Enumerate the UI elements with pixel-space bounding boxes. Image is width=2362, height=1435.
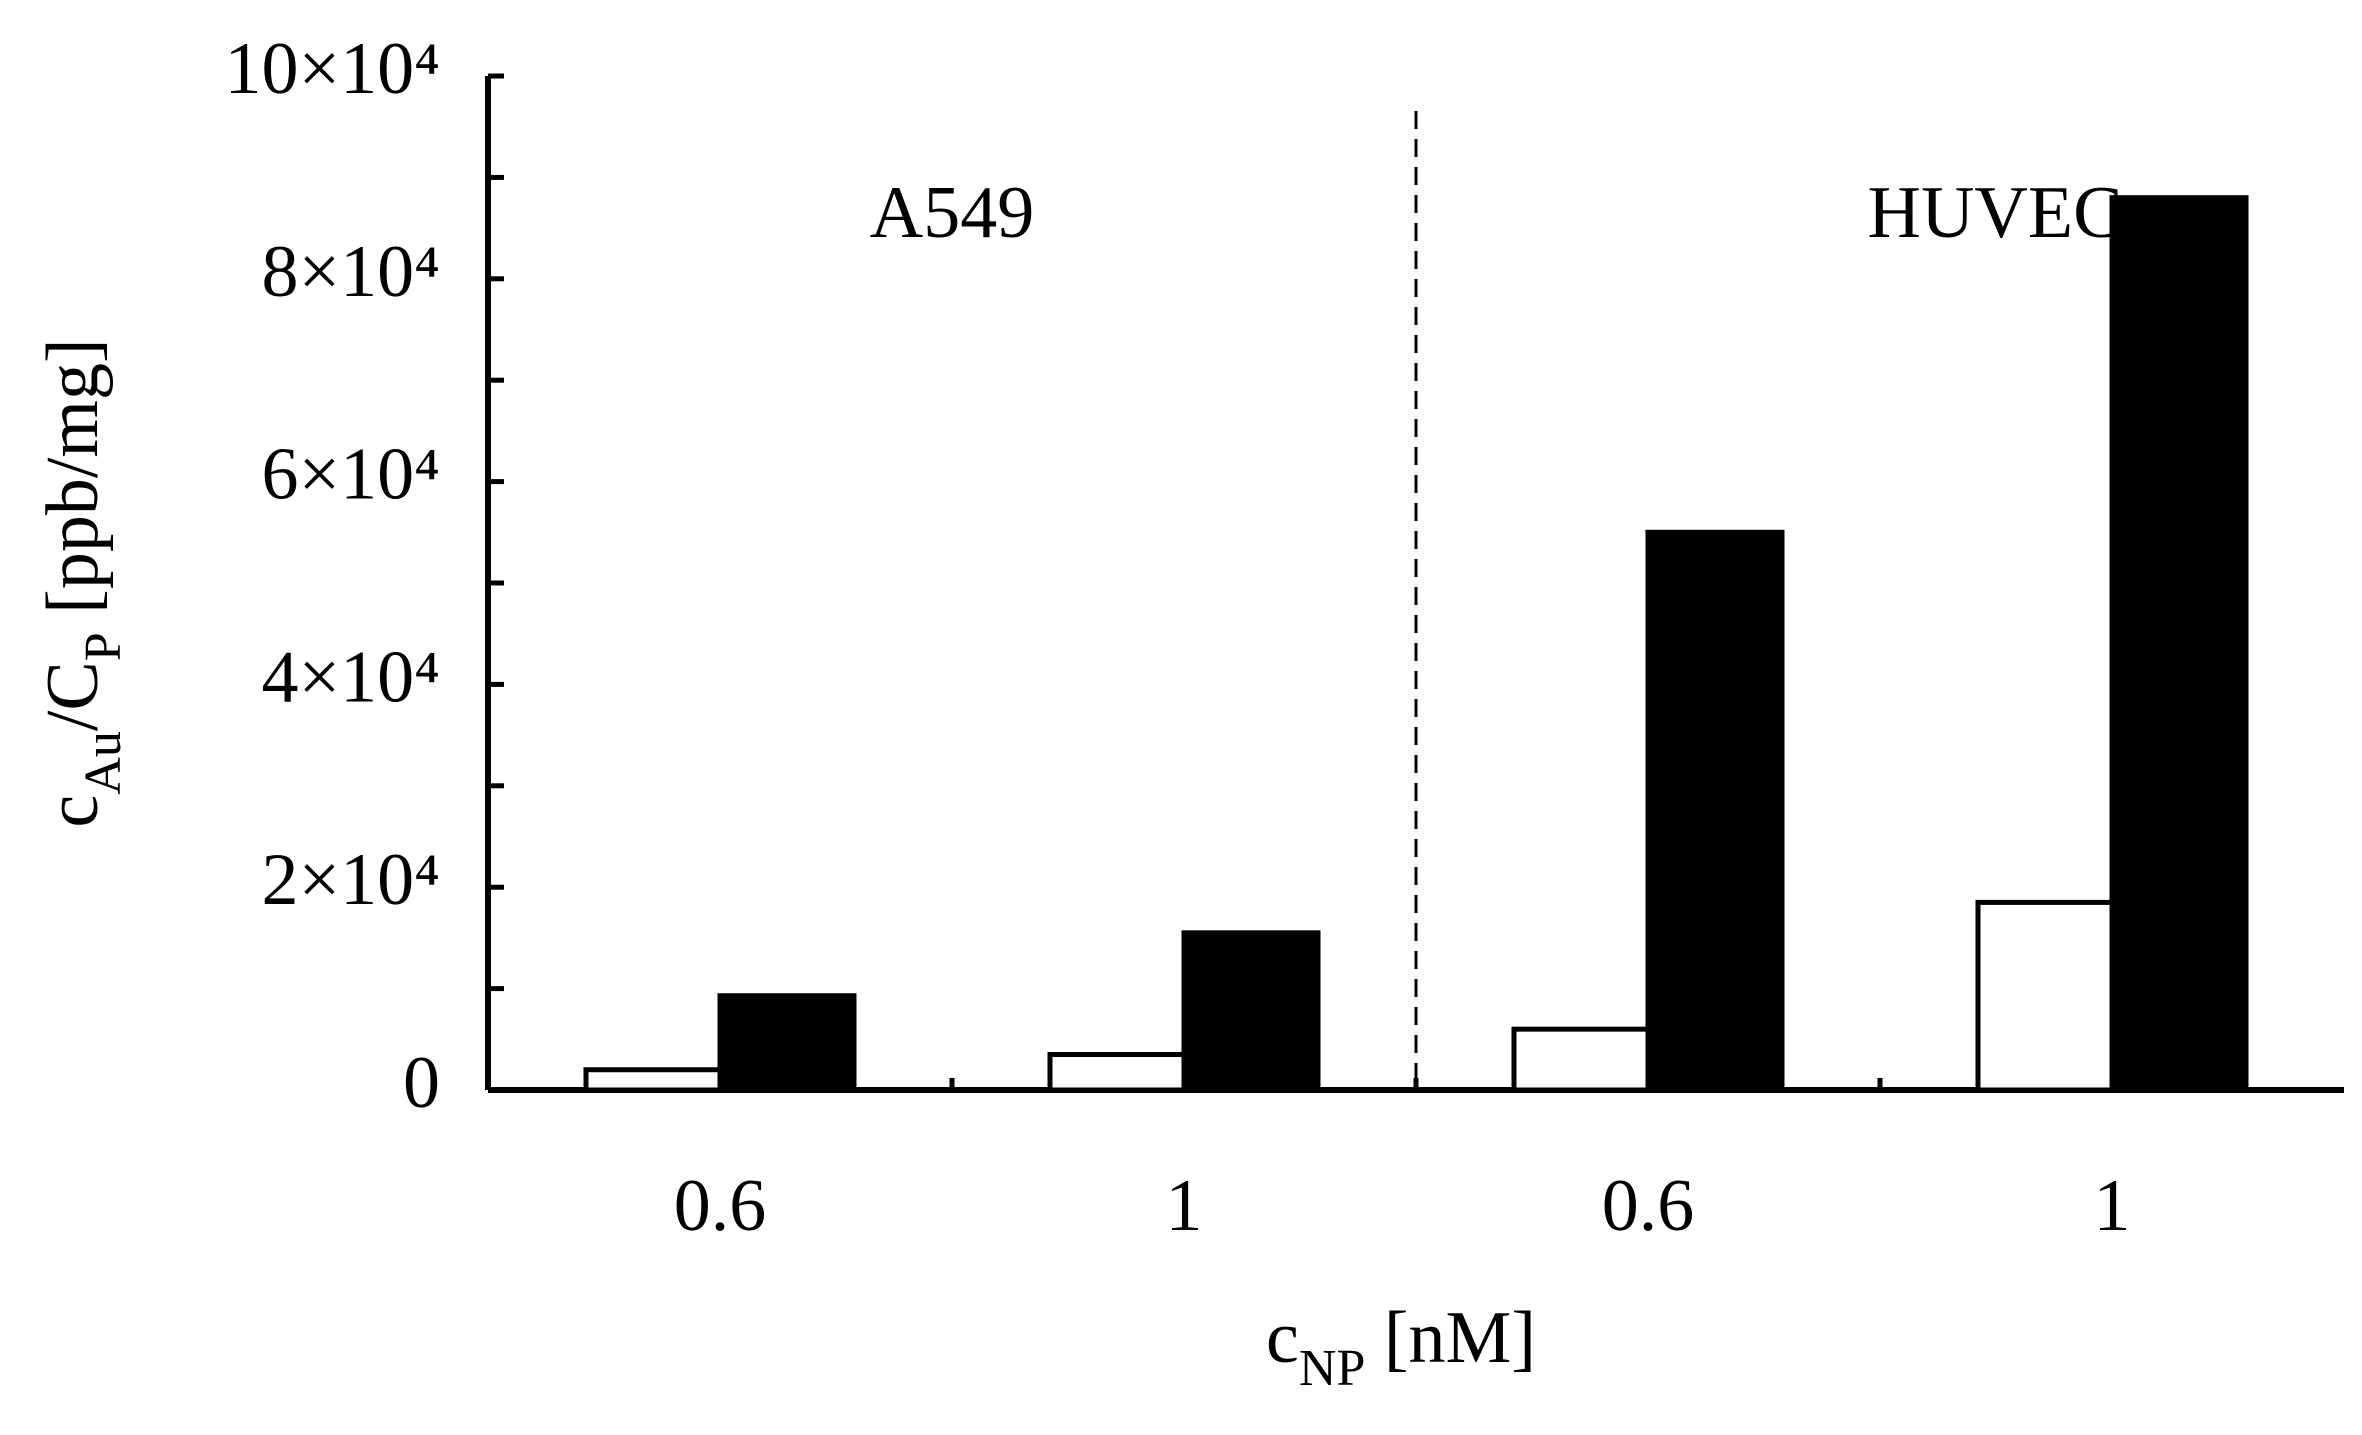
bar: [1181, 930, 1321, 1093]
group-label: HUVEC: [1868, 172, 2123, 254]
group-label: A549: [870, 172, 1034, 254]
x-tick-label: 0.6: [1602, 1165, 1695, 1247]
y-tick-label: 8×10⁴: [261, 231, 440, 313]
x-axis-label-part: c: [1266, 1297, 1299, 1379]
y-tick-label: 4×10⁴: [261, 636, 440, 718]
bar: [1645, 529, 1785, 1093]
bar: [1975, 899, 2115, 1093]
y-tick-label: 6×10⁴: [261, 434, 440, 516]
y-axis-label-part: P: [75, 632, 132, 661]
bar: [1047, 1052, 1187, 1093]
y-tick-label: 10×10⁴: [224, 28, 440, 110]
y-tick-label: 2×10⁴: [261, 839, 440, 921]
x-axis-label-part: [nM]: [1365, 1297, 1536, 1379]
x-axis-label-part: NP: [1299, 1340, 1365, 1397]
x-tick-label: 1: [1166, 1165, 1203, 1247]
x-tick-label: 0.6: [674, 1165, 767, 1247]
y-axis-label-part: /C: [32, 661, 114, 731]
x-tick-label: 1: [2094, 1165, 2131, 1247]
y-axis-label-part: [ppb/mg]: [32, 338, 114, 632]
y-axis-label-part: c: [32, 795, 114, 828]
bar: [1511, 1026, 1651, 1093]
bar: [583, 1067, 723, 1093]
y-axis-label: cAu/CP [ppb/mg]: [32, 338, 132, 827]
bar: [2109, 195, 2249, 1093]
x-axis-label: cNP [nM]: [1266, 1297, 1536, 1397]
y-tick-label: 0: [403, 1042, 440, 1124]
bar: [717, 993, 857, 1093]
y-axis-label-part: Au: [75, 731, 132, 795]
